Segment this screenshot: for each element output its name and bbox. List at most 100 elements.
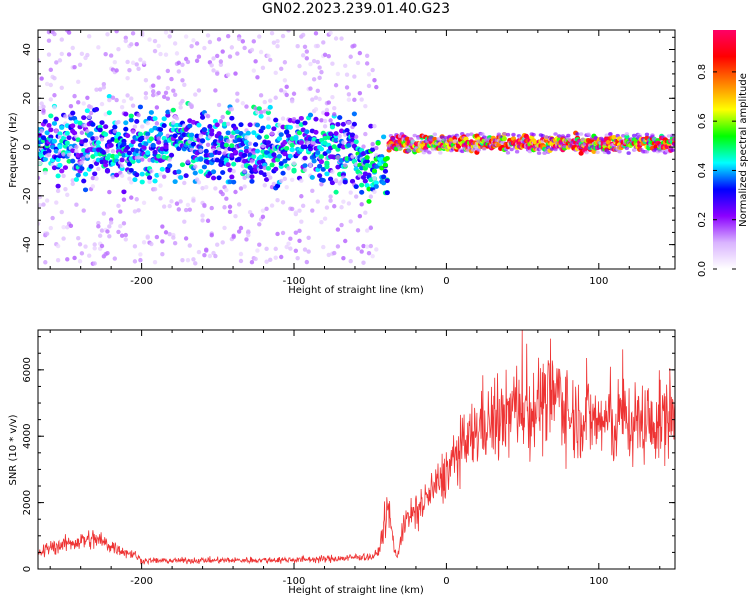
heatmap-cell xyxy=(130,139,136,145)
heatmap-cell xyxy=(255,109,260,115)
heatmap-cell xyxy=(384,178,390,184)
heatmap-cell xyxy=(70,158,76,164)
heatmap-cell xyxy=(216,37,222,42)
heatmap-cell xyxy=(256,106,262,111)
heatmap-cell xyxy=(79,51,85,57)
heatmap-cell xyxy=(172,179,178,185)
heatmap-cell xyxy=(110,149,116,154)
heatmap-cell xyxy=(72,64,77,70)
heatmap-cell xyxy=(242,175,247,181)
heatmap-cell xyxy=(611,135,617,140)
heatmap-cell xyxy=(81,115,87,121)
heatmap-cell xyxy=(302,44,308,49)
heatmap-cell xyxy=(163,90,169,95)
x-tick-label: -200 xyxy=(130,576,153,587)
heatmap-cell xyxy=(99,101,105,107)
y-tick-label: -40 xyxy=(22,236,33,252)
heatmap-cell xyxy=(136,66,141,72)
heatmap-cell xyxy=(264,259,269,264)
heatmap-cell xyxy=(156,136,161,141)
heatmap-cell xyxy=(90,136,96,141)
heatmap-cell xyxy=(61,236,66,241)
heatmap-cell xyxy=(39,76,44,81)
heatmap-cell xyxy=(295,124,300,129)
heatmap-cell xyxy=(202,45,207,51)
heatmap-cell xyxy=(329,124,336,130)
x-tick-label: 0 xyxy=(443,576,449,587)
heatmap-cell xyxy=(213,88,218,93)
heatmap-cell xyxy=(544,135,549,139)
heatmap-cell xyxy=(126,161,133,167)
heatmap-cell xyxy=(90,122,96,127)
heatmap-cell xyxy=(61,224,66,230)
heatmap-cell xyxy=(275,39,280,44)
heatmap-cell xyxy=(214,122,220,128)
heatmap-cell xyxy=(132,209,138,214)
heatmap-cell xyxy=(105,148,110,154)
heatmap-cell xyxy=(326,252,331,258)
heatmap-cell xyxy=(624,146,630,151)
heatmap-cell xyxy=(279,66,284,72)
heatmap-cell xyxy=(469,132,474,136)
heatmap-cell xyxy=(94,87,99,92)
heatmap-cell xyxy=(38,202,43,208)
heatmap-cell xyxy=(307,112,314,118)
heatmap-cell xyxy=(107,189,112,195)
heatmap-cell xyxy=(333,83,339,88)
heatmap-cell xyxy=(553,147,558,152)
heatmap-cell xyxy=(205,142,211,147)
heatmap-cell xyxy=(427,150,432,155)
heatmap-cell xyxy=(460,149,465,154)
heatmap-cell xyxy=(231,233,236,239)
heatmap-cell xyxy=(238,251,244,257)
heatmap-cell xyxy=(229,174,235,180)
heatmap-cell xyxy=(216,146,222,152)
heatmap-cell xyxy=(306,249,311,254)
heatmap-cell xyxy=(293,230,299,235)
heatmap-cell xyxy=(251,130,257,136)
heatmap-cell xyxy=(134,41,139,47)
heatmap-cell xyxy=(140,32,145,38)
colorbar: 0.0 0.2 0.4 0.6 0.8 Normalized spectral ampl… xyxy=(697,30,749,277)
heatmap-cell xyxy=(348,54,353,59)
heatmap-cell xyxy=(274,183,281,189)
heatmap-cell xyxy=(68,103,74,109)
heatmap-cell xyxy=(118,224,123,229)
heatmap-cell xyxy=(326,53,331,59)
heatmap-cell xyxy=(269,162,275,168)
heatmap-cell xyxy=(324,111,330,117)
heatmap-cell xyxy=(672,137,675,142)
heatmap-cell xyxy=(368,243,374,249)
heatmap-cell xyxy=(59,37,64,42)
heatmap-cell xyxy=(251,39,256,44)
heatmap-cell xyxy=(348,258,353,264)
heatmap-cell xyxy=(343,163,348,168)
heatmap-cell xyxy=(121,141,127,147)
heatmap-cell xyxy=(103,51,108,57)
heatmap-cell xyxy=(167,163,173,169)
heatmap-cell xyxy=(339,205,344,210)
heatmap-cell xyxy=(342,179,348,185)
heatmap-cell xyxy=(167,203,172,209)
heatmap-cell xyxy=(357,90,363,96)
heatmap-cell xyxy=(225,139,231,144)
heatmap-cell xyxy=(328,30,333,36)
heatmap-cell xyxy=(255,248,260,253)
heatmap-cell xyxy=(152,259,158,265)
heatmap-cell xyxy=(163,52,169,57)
heatmap-cell xyxy=(224,196,229,201)
heatmap-cell xyxy=(229,107,235,112)
y-tick-label: 40 xyxy=(22,43,33,56)
heatmap-cell xyxy=(63,186,68,192)
heatmap-cell xyxy=(165,68,171,74)
heatmap-cell xyxy=(315,150,321,155)
heatmap-cell xyxy=(670,148,675,152)
snr-x-axis-label: Height of straight line (km) xyxy=(288,585,424,596)
heatmap-cell xyxy=(268,57,273,63)
heatmap-cell xyxy=(268,257,273,263)
heatmap-cell xyxy=(271,181,277,187)
heatmap-cell xyxy=(381,180,387,186)
heatmap-cell xyxy=(306,235,311,240)
heatmap-cell xyxy=(302,120,308,126)
heatmap-cell xyxy=(65,257,70,262)
